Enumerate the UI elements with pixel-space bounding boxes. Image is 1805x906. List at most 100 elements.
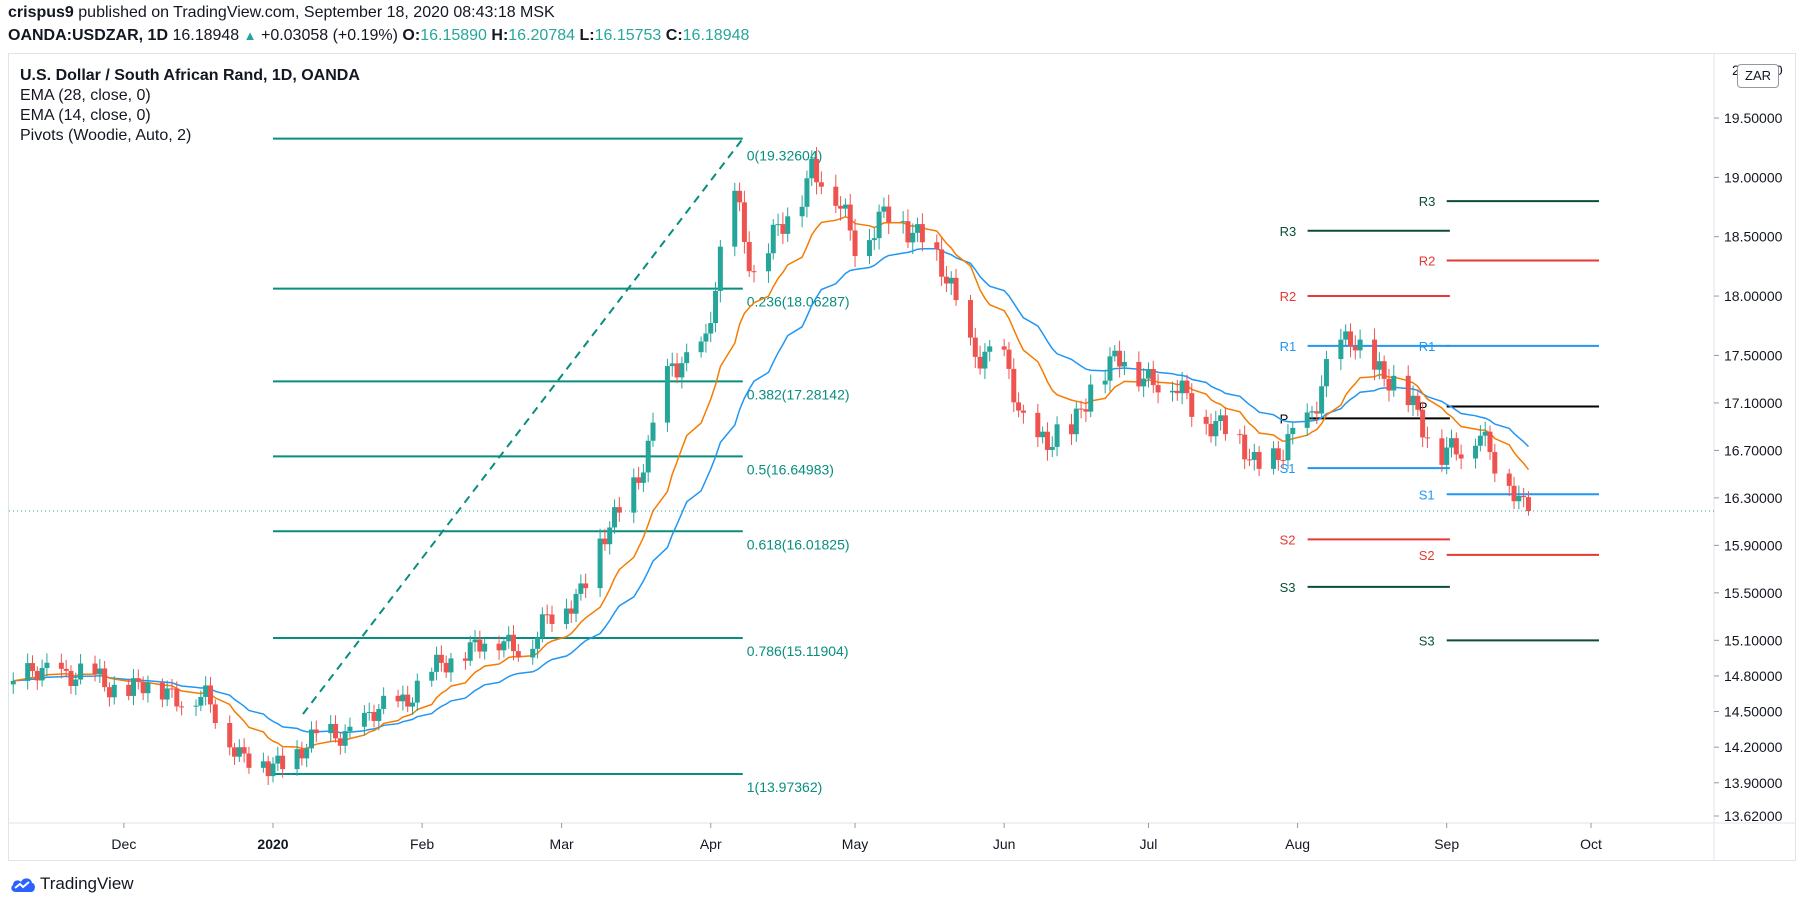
candle-body[interactable] [1141, 378, 1147, 387]
candle-body[interactable] [674, 363, 680, 378]
candle-body[interactable] [741, 202, 747, 242]
candle-body[interactable] [1525, 497, 1531, 511]
candle-body[interactable] [333, 723, 339, 739]
candle-body[interactable] [1155, 385, 1161, 393]
candle-body[interactable] [650, 422, 656, 441]
candle-body[interactable] [919, 224, 925, 243]
tradingview-logo[interactable]: TradingView [10, 874, 134, 894]
candle-body[interactable] [785, 216, 791, 234]
candle-body[interactable] [967, 300, 973, 338]
candle-body[interactable] [943, 276, 949, 284]
candle-body[interactable] [1107, 356, 1113, 381]
candle-body[interactable] [126, 684, 132, 696]
candle-body[interactable] [1208, 423, 1214, 437]
candle-body[interactable] [708, 323, 714, 334]
candle-body[interactable] [198, 696, 204, 706]
candle-body[interactable] [438, 654, 444, 663]
candle-body[interactable] [939, 249, 945, 277]
candle-body[interactable] [361, 712, 367, 727]
candle-body[interactable] [472, 639, 478, 643]
candle-body[interactable] [304, 748, 310, 759]
candle-body[interactable] [1117, 350, 1123, 367]
candle-body[interactable] [838, 205, 844, 209]
candle-body[interactable] [1477, 435, 1483, 446]
candle-body[interactable] [1174, 390, 1180, 394]
candle-body[interactable] [400, 694, 406, 702]
author-name[interactable]: crispus9 [8, 4, 74, 21]
candle-body[interactable] [1314, 411, 1320, 414]
candle-body[interactable] [833, 186, 839, 206]
candle-body[interactable] [409, 702, 415, 707]
candle-body[interactable] [876, 211, 882, 239]
candle-body[interactable] [265, 761, 271, 777]
candle-body[interactable] [905, 221, 911, 243]
candle-body[interactable] [1521, 495, 1527, 498]
candle-body[interactable] [97, 668, 103, 674]
candle-body[interactable] [987, 346, 993, 352]
candle-body[interactable] [602, 538, 608, 545]
currency-badge[interactable]: ZAR [1737, 64, 1779, 88]
candle-body[interactable] [1449, 438, 1455, 448]
candle-body[interactable] [679, 363, 685, 378]
candle-body[interactable] [313, 729, 319, 734]
candle-body[interactable] [900, 221, 906, 223]
fib-trend-line[interactable] [302, 138, 744, 715]
candle-body[interactable] [179, 706, 185, 708]
candle-body[interactable] [645, 440, 651, 473]
candle-body[interactable] [1073, 408, 1079, 435]
candle-body[interactable] [1001, 346, 1007, 350]
candle-body[interactable] [1170, 390, 1176, 393]
candle-body[interactable] [915, 224, 921, 233]
candle-body[interactable] [881, 206, 887, 212]
candle-body[interactable] [462, 658, 468, 661]
candle-body[interactable] [78, 663, 84, 680]
candle-body[interactable] [1482, 431, 1488, 436]
candle-body[interactable] [246, 753, 252, 768]
candle-body[interactable] [1011, 368, 1017, 403]
candle-body[interactable] [467, 642, 473, 661]
candle-body[interactable] [1487, 431, 1493, 453]
candle-body[interactable] [746, 241, 752, 272]
candle-body[interactable] [578, 583, 584, 594]
candle-body[interactable] [102, 668, 108, 688]
candle-body[interactable] [751, 271, 757, 273]
candle-body[interactable] [544, 614, 550, 616]
candle-body[interactable] [506, 634, 512, 642]
candle-body[interactable] [131, 678, 137, 696]
candle-body[interactable] [871, 238, 877, 241]
candle-body[interactable] [203, 685, 209, 697]
candle-body[interactable] [852, 230, 858, 257]
candle-body[interactable] [448, 658, 454, 673]
candle-body[interactable] [414, 680, 420, 703]
candle-body[interactable] [39, 667, 45, 681]
candle-body[interactable] [607, 527, 613, 545]
candle-body[interactable] [1516, 495, 1522, 502]
candle-body[interactable] [1088, 384, 1094, 412]
legend-ema28[interactable]: EMA (28, close, 0) [20, 87, 151, 104]
candle-body[interactable] [1285, 434, 1291, 461]
candle-body[interactable] [535, 637, 541, 649]
candle-body[interactable] [29, 663, 35, 671]
candle-body[interactable] [1506, 473, 1512, 486]
candle-body[interactable] [814, 159, 820, 183]
candle-body[interactable] [972, 337, 978, 357]
candle-body[interactable] [477, 639, 483, 652]
candle-body[interactable] [953, 277, 959, 301]
candle-body[interactable] [207, 685, 213, 705]
candle-body[interactable] [1121, 361, 1127, 367]
candle-body[interactable] [1372, 339, 1378, 370]
candle-body[interactable] [573, 593, 579, 614]
candle-body[interactable] [299, 749, 305, 759]
candle-body[interactable] [1453, 438, 1459, 455]
candle-body[interactable] [1112, 350, 1118, 357]
candle-body[interactable] [294, 749, 300, 770]
candle-body[interactable] [1511, 485, 1517, 502]
candle-body[interactable] [1203, 416, 1209, 424]
candle-body[interactable] [1347, 331, 1353, 347]
candle-body[interactable] [1054, 424, 1060, 447]
candle-body[interactable] [496, 643, 502, 651]
candle-body[interactable] [1280, 460, 1286, 462]
candle-body[interactable] [804, 178, 810, 207]
candle-body[interactable] [977, 356, 983, 369]
